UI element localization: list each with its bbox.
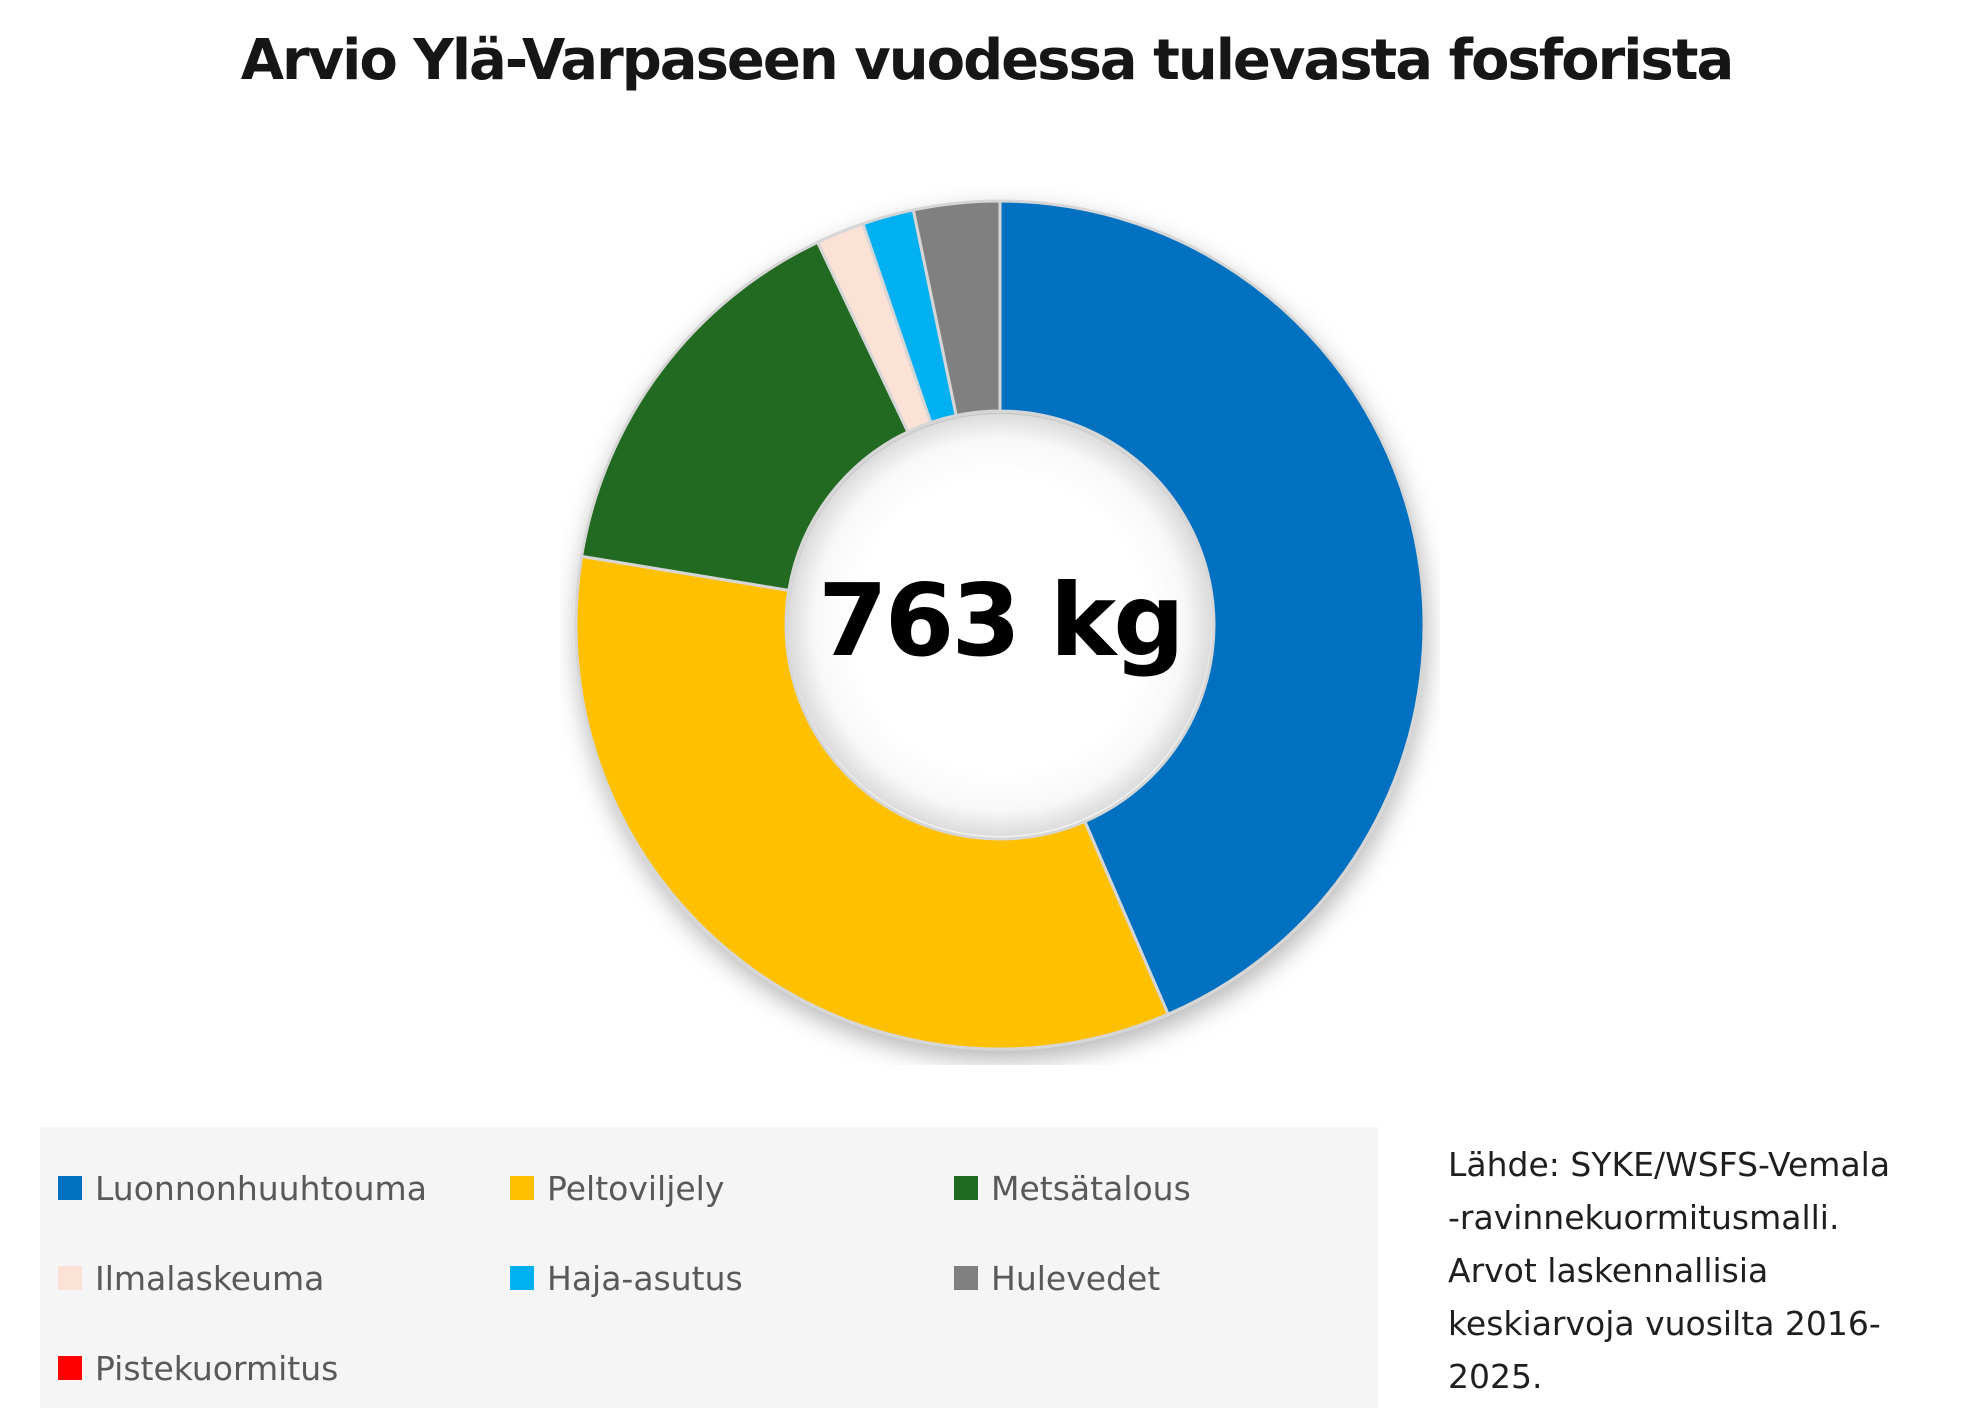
legend-swatch-ilmalaskeuma (58, 1266, 82, 1290)
legend-label: Haja-asutus (547, 1258, 743, 1298)
legend-label: Metsätalous (991, 1168, 1191, 1208)
legend-label: Hulevedet (991, 1258, 1161, 1298)
slice-mets-talous (580, 240, 910, 592)
legend-item-pistekuormitus: Pistekuormitus (58, 1349, 510, 1388)
donut-center-total: 763 kg (818, 561, 1185, 679)
legend-label: Peltoviljely (547, 1168, 725, 1208)
source-line: Arvot laskennallisia (1448, 1251, 1769, 1290)
legend-swatch-peltoviljely (510, 1176, 534, 1200)
legend-swatch-hulevedet (954, 1266, 978, 1290)
donut-hole (789, 414, 1211, 836)
legend-label: Luonnonhuuhtouma (95, 1168, 427, 1208)
donut-chart: 763 kg (560, 185, 1440, 1065)
legend-item-ilmalaskeuma: Ilmalaskeuma (58, 1259, 510, 1298)
chart-title: Arvio Ylä-Varpaseen vuodessa tulevasta f… (240, 28, 1735, 93)
legend-item-metsatalous: Metsätalous (954, 1169, 1378, 1208)
legend-swatch-haja-asutus (510, 1266, 534, 1290)
legend: Luonnonhuuhtouma Peltoviljely Metsätalou… (40, 1127, 1378, 1408)
legend-label: Pistekuormitus (95, 1348, 339, 1388)
slice-hulevedet (911, 199, 1002, 418)
legend-item-hulevedet: Hulevedet (954, 1259, 1378, 1298)
source-note: Lähde: SYKE/WSFS-Vemala -ravinnekuormitu… (1448, 1138, 1968, 1403)
source-line: -ravinnekuormitusmalli. (1448, 1198, 1840, 1237)
legend-item-peltoviljely: Peltoviljely (510, 1169, 954, 1208)
legend-swatch-pistekuormitus (58, 1356, 82, 1380)
legend-swatch-luonnonhuuhtouma (58, 1176, 82, 1200)
slice-peltoviljely (574, 554, 1170, 1051)
source-line: 2025. (1448, 1357, 1543, 1396)
legend-swatch-metsatalous (954, 1176, 978, 1200)
donut-svg (574, 199, 1426, 1051)
source-line: keskiarvoja vuosilta 2016- (1448, 1304, 1881, 1343)
legend-item-luonnonhuuhtouma: Luonnonhuuhtouma (58, 1169, 510, 1208)
legend-item-haja-asutus: Haja-asutus (510, 1259, 954, 1298)
source-line: Lähde: SYKE/WSFS-Vemala (1448, 1145, 1891, 1184)
legend-label: Ilmalaskeuma (95, 1258, 325, 1298)
slice-luonnonhuuhtouma (998, 199, 1426, 1016)
